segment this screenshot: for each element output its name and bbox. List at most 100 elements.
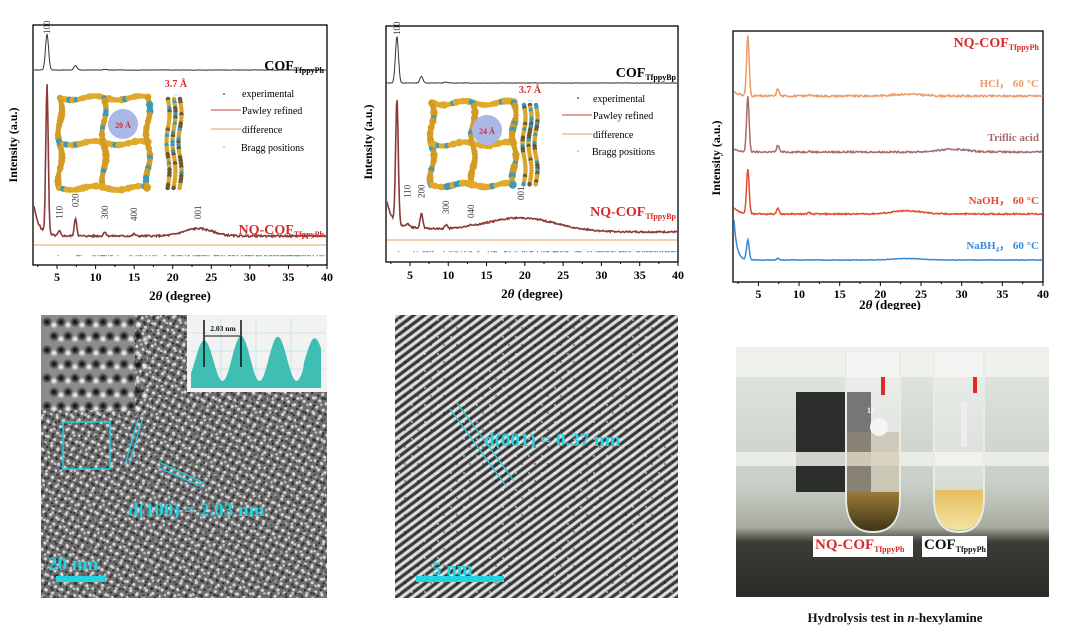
reflection-label: 100 (392, 21, 402, 35)
tube-tick-marks (973, 377, 977, 393)
d-spacing-annotation: d(100) = 2.03 nm (128, 500, 265, 521)
lattice-dot (132, 330, 144, 342)
bragg-tick (187, 255, 189, 257)
bragg-tick (295, 255, 297, 257)
bragg-tick (220, 255, 222, 257)
bragg-tick (323, 255, 325, 257)
bragg-tick (309, 255, 311, 257)
x-tick-label: 30 (244, 270, 256, 284)
reflection-label: 100 (42, 20, 52, 34)
bragg-tick (233, 255, 235, 257)
lattice-dot (134, 377, 142, 385)
bragg-tick (201, 255, 203, 257)
bragg-tick (156, 255, 158, 257)
tem-image-tfppyph: 2.03 nm d(100) = 2.03 nm 20 nm (41, 315, 327, 598)
lattice-dot (104, 358, 116, 370)
reflection-label: 400 (129, 207, 139, 221)
cof-series-label: COFTfppyBp (616, 66, 677, 82)
bragg-tick (145, 255, 147, 257)
x-tick-label: 10 (90, 270, 102, 284)
x-axis-ticks: 5 10 15 20 25 30 35 40 (37, 265, 333, 284)
lattice-dot (41, 400, 53, 412)
bragg-tick (301, 255, 303, 257)
bragg-tick (443, 251, 445, 253)
bragg-tick (513, 251, 516, 253)
bragg-tick (184, 255, 186, 257)
bragg-tick (624, 251, 626, 253)
y-axis-label: Intensity (a.u.) (361, 104, 375, 179)
bragg-tick (316, 255, 318, 257)
lattice-dot (125, 372, 137, 384)
x-tick-label: 20 (874, 287, 886, 301)
bragg-tick (526, 251, 528, 253)
stack-atom (521, 182, 526, 187)
bragg-tick (198, 255, 200, 257)
bragg-tick (218, 255, 220, 257)
bragg-tick (448, 251, 451, 253)
bragg-tick (564, 251, 566, 253)
bragg-tick (248, 255, 250, 257)
bragg-tick (650, 251, 652, 253)
bragg-tick (600, 251, 602, 253)
fringe-marker-line (128, 419, 143, 467)
bragg-tick (171, 255, 174, 257)
bragg-tick (655, 251, 657, 253)
bragg-tick (237, 255, 239, 257)
bragg-tick (241, 255, 243, 257)
bragg-tick (546, 251, 549, 253)
bragg-tick (625, 251, 627, 253)
lattice-dot (62, 358, 74, 370)
cof-trace (34, 33, 326, 71)
legend-experimental: experimental (242, 89, 294, 100)
lattice-dot (111, 316, 123, 328)
bragg-tick (628, 251, 630, 253)
bragg-tick (80, 255, 82, 257)
stacking-distance-label: 3.7 Å (519, 84, 542, 96)
bragg-tick (590, 251, 592, 253)
bragg-tick (464, 251, 466, 253)
lattice-dot (90, 386, 102, 398)
x-tick-label: 15 (834, 287, 846, 301)
bragg-tick (607, 251, 609, 253)
fringe-marker-line (156, 466, 203, 488)
bragg-tick (271, 255, 273, 257)
bragg-tick (427, 251, 429, 253)
lattice-dot (55, 316, 67, 328)
bragg-tick (274, 255, 276, 257)
fringe-marker-line (124, 418, 139, 466)
bragg-tick (292, 255, 294, 257)
bragg-tick (504, 251, 506, 253)
bragg-tick (176, 255, 178, 257)
bragg-tick (566, 251, 568, 253)
bragg-tick (97, 255, 99, 257)
bragg-tick (557, 251, 559, 253)
bragg-tick (529, 251, 531, 253)
bragg-tick (661, 251, 663, 253)
lattice-dot (134, 321, 142, 329)
pore-size-label: 24 Å (479, 127, 495, 136)
bragg-positions (57, 255, 325, 257)
x-tick-label: 25 (915, 287, 927, 301)
bragg-tick (603, 251, 605, 253)
tem-image-tfppybp: d(001) = 0.37 nm 5 nm (395, 315, 678, 598)
background-shadow (796, 392, 871, 492)
bragg-tick (105, 255, 107, 257)
bragg-tick (643, 251, 646, 253)
lattice-dot (111, 372, 123, 384)
lattice-dot (55, 344, 67, 356)
legend-pawley: Pawley refined (593, 111, 653, 122)
plot-frame (32, 24, 328, 266)
bragg-tick (601, 251, 603, 253)
bragg-tick (508, 251, 511, 253)
d-spacing-annotation: d(001) = 0.37 nm (484, 430, 621, 451)
nq-cof-fit-trace (34, 84, 326, 239)
bragg-tick (204, 255, 206, 257)
bragg-tick (298, 255, 300, 257)
lattice-dot (125, 344, 137, 356)
line-profile-inset: 2.03 nm (187, 315, 327, 392)
bragg-tick (639, 251, 641, 253)
bragg-tick (471, 251, 473, 253)
reflection-label: 001 (193, 206, 203, 220)
bragg-tick (297, 255, 299, 257)
reflection-label: 300 (441, 200, 451, 214)
